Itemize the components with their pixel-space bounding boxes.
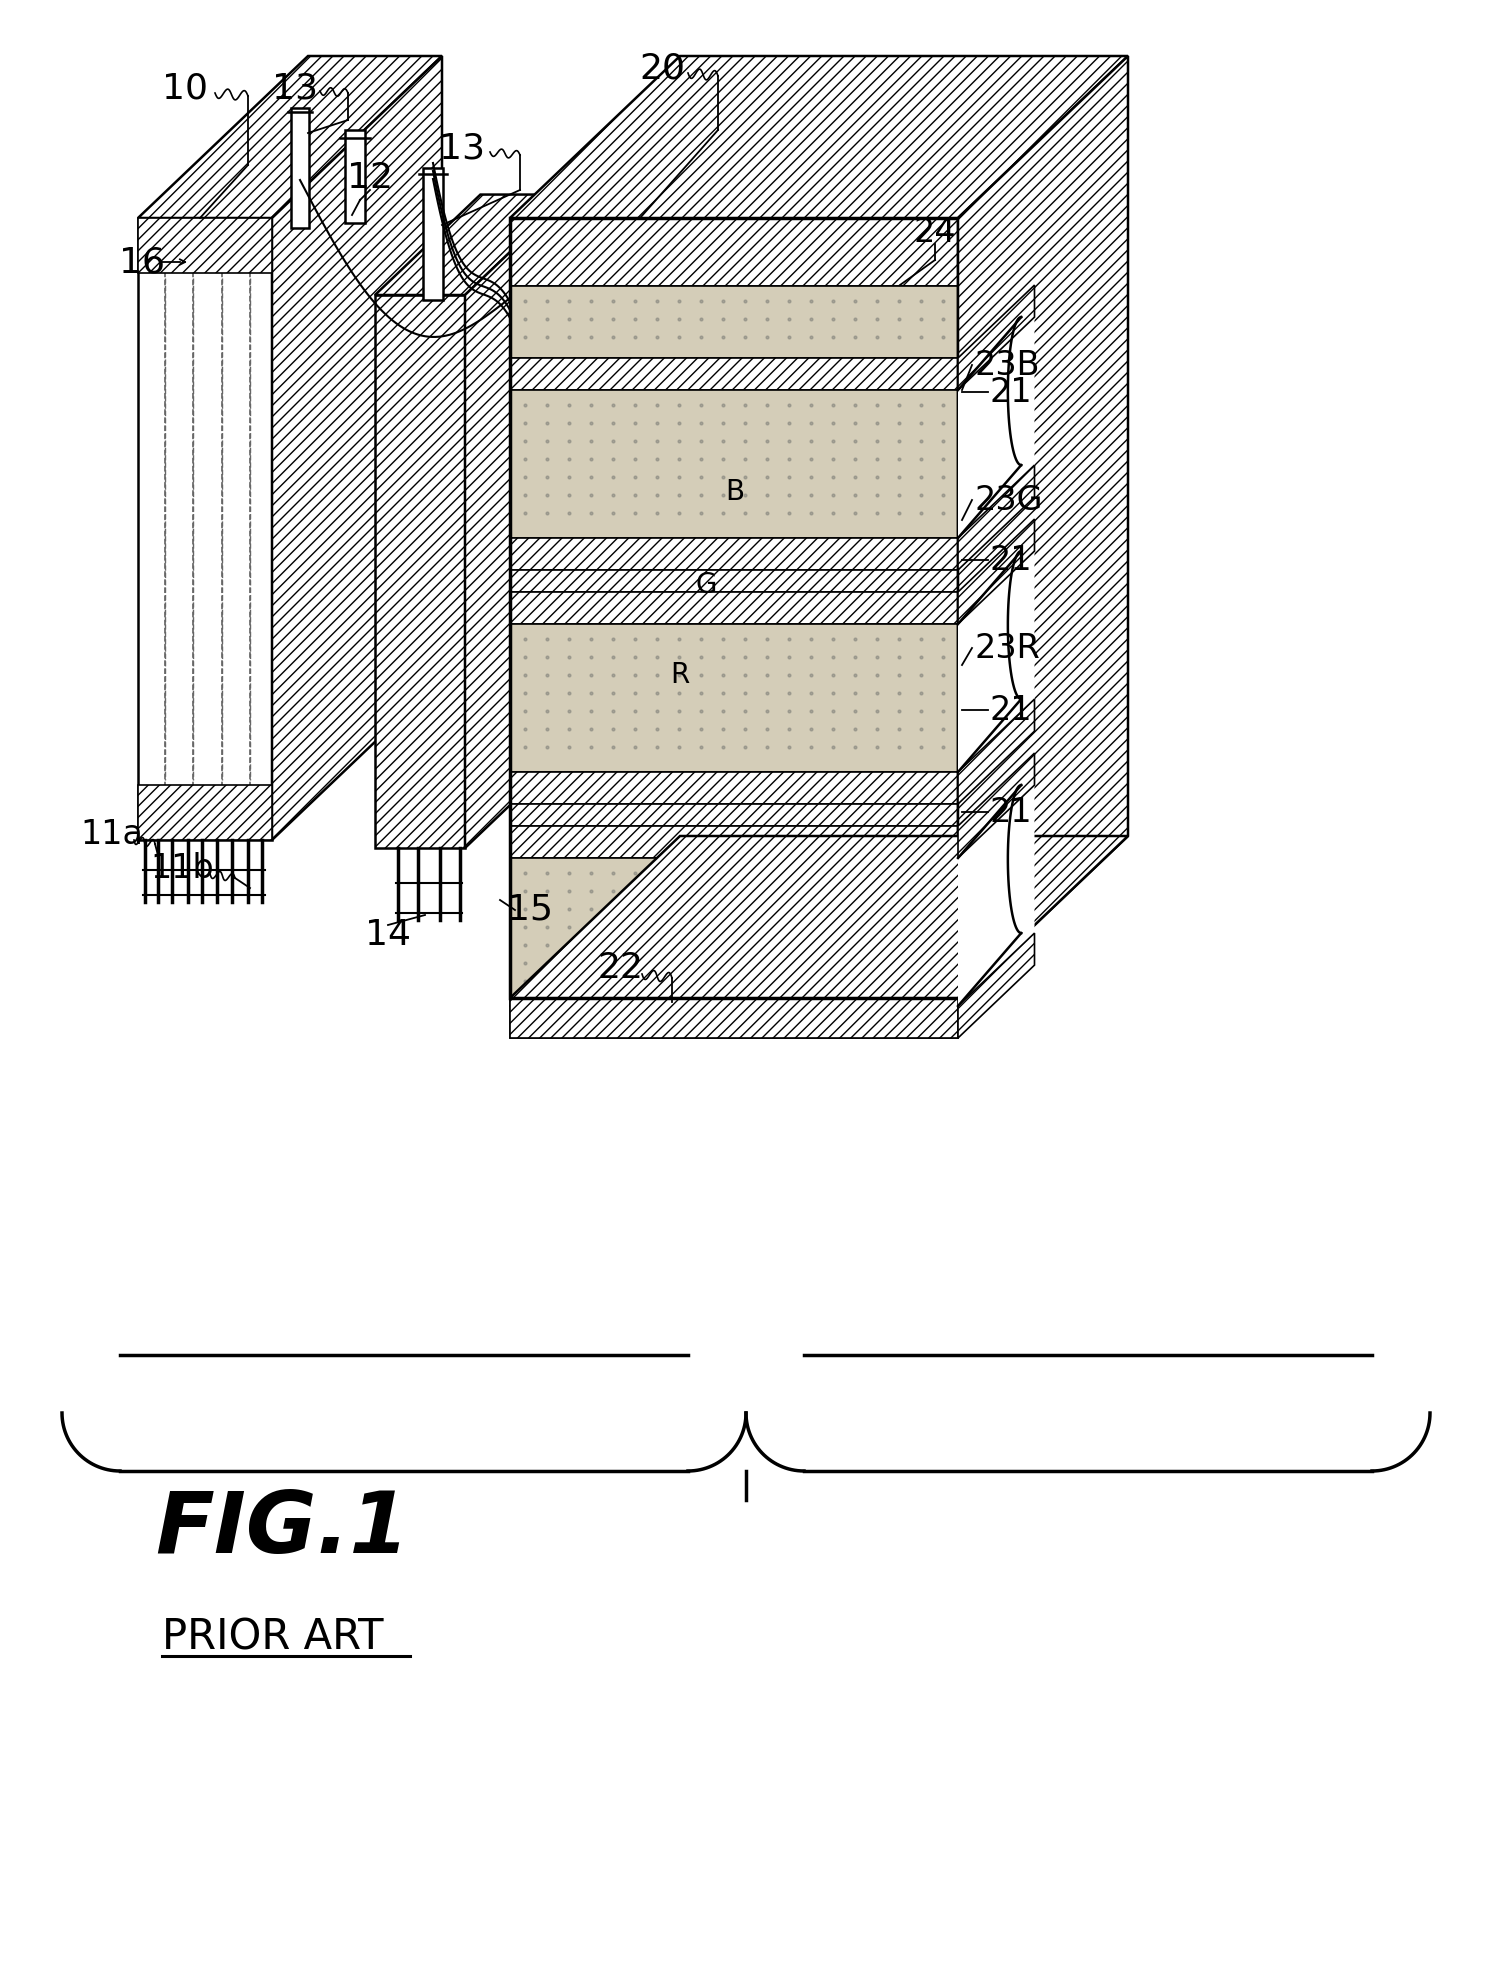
Polygon shape bbox=[510, 623, 957, 771]
Text: 12: 12 bbox=[347, 160, 392, 196]
Text: 21: 21 bbox=[990, 795, 1033, 829]
Polygon shape bbox=[957, 518, 1034, 623]
Polygon shape bbox=[957, 698, 1034, 803]
Polygon shape bbox=[376, 295, 464, 849]
Polygon shape bbox=[510, 999, 957, 1038]
Polygon shape bbox=[510, 858, 957, 1007]
Polygon shape bbox=[292, 109, 310, 227]
Text: FIG.1: FIG.1 bbox=[155, 1489, 409, 1571]
Text: G: G bbox=[696, 572, 717, 599]
Polygon shape bbox=[957, 785, 1034, 1007]
Polygon shape bbox=[957, 316, 1034, 538]
Polygon shape bbox=[957, 55, 1127, 999]
Polygon shape bbox=[957, 785, 1021, 1007]
Polygon shape bbox=[957, 285, 1034, 390]
Polygon shape bbox=[138, 55, 442, 218]
Polygon shape bbox=[510, 570, 957, 591]
Text: 15: 15 bbox=[507, 892, 553, 928]
Polygon shape bbox=[510, 803, 957, 827]
Text: 13: 13 bbox=[439, 131, 485, 164]
Polygon shape bbox=[957, 316, 1021, 538]
Polygon shape bbox=[510, 591, 957, 623]
Text: PRIOR ART: PRIOR ART bbox=[162, 1616, 383, 1660]
Text: 14: 14 bbox=[365, 918, 410, 951]
Polygon shape bbox=[510, 1007, 957, 1038]
Text: 24: 24 bbox=[914, 216, 956, 249]
Text: 21: 21 bbox=[990, 694, 1033, 726]
Polygon shape bbox=[510, 837, 1127, 999]
Text: B: B bbox=[726, 479, 744, 506]
Text: 23R: 23R bbox=[975, 631, 1042, 665]
Polygon shape bbox=[957, 552, 1021, 771]
Polygon shape bbox=[510, 390, 957, 538]
Text: 16: 16 bbox=[119, 245, 165, 279]
Text: 23B: 23B bbox=[975, 348, 1040, 382]
Polygon shape bbox=[422, 168, 443, 301]
Polygon shape bbox=[957, 934, 1034, 1038]
Text: 21: 21 bbox=[990, 544, 1033, 576]
Polygon shape bbox=[510, 218, 957, 287]
Polygon shape bbox=[464, 194, 571, 849]
Text: 10: 10 bbox=[162, 71, 207, 105]
Polygon shape bbox=[510, 358, 957, 390]
Polygon shape bbox=[957, 754, 1034, 858]
Polygon shape bbox=[510, 55, 1127, 218]
Polygon shape bbox=[272, 55, 442, 841]
Polygon shape bbox=[510, 771, 957, 803]
Polygon shape bbox=[957, 465, 1034, 570]
Polygon shape bbox=[510, 538, 957, 570]
Text: 23G: 23G bbox=[975, 483, 1043, 516]
Polygon shape bbox=[138, 218, 272, 841]
Text: 20: 20 bbox=[639, 51, 685, 85]
Polygon shape bbox=[346, 131, 365, 224]
Polygon shape bbox=[510, 827, 957, 858]
Polygon shape bbox=[510, 287, 957, 358]
Text: 11a: 11a bbox=[81, 819, 143, 851]
Text: 13: 13 bbox=[272, 71, 319, 105]
Text: 11b: 11b bbox=[150, 851, 213, 884]
Polygon shape bbox=[957, 552, 1034, 771]
Text: 21: 21 bbox=[990, 376, 1033, 409]
Polygon shape bbox=[376, 194, 571, 295]
Polygon shape bbox=[138, 218, 272, 273]
Text: 22: 22 bbox=[597, 951, 643, 985]
Text: R: R bbox=[670, 661, 690, 688]
Polygon shape bbox=[138, 785, 272, 841]
